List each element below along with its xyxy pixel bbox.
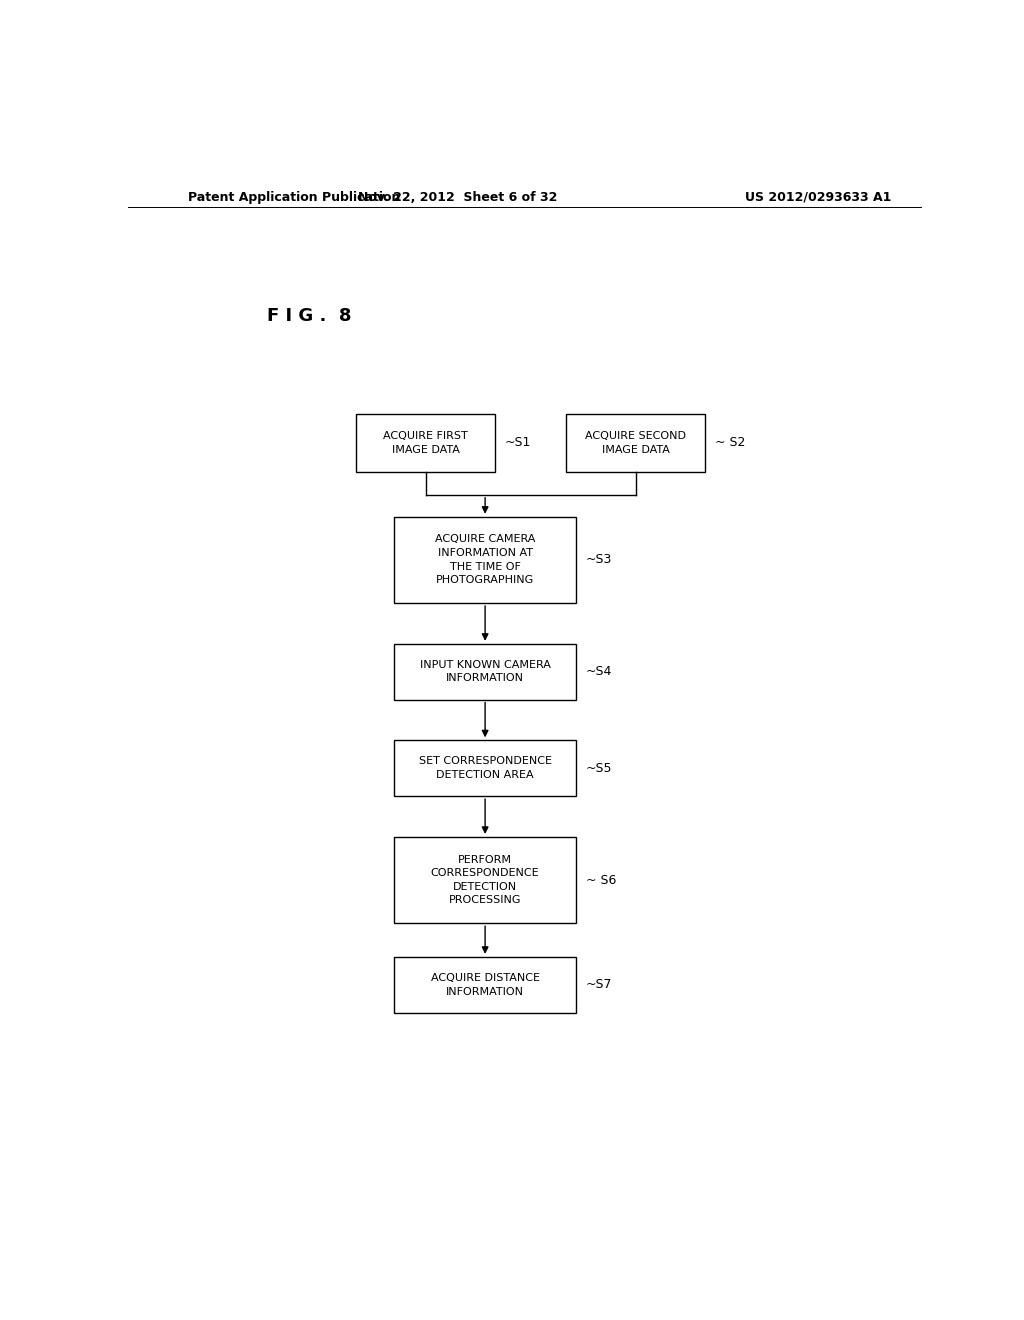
Text: ~ S6: ~ S6 [586,874,616,887]
Text: ~S7: ~S7 [586,978,612,991]
Bar [394,644,577,700]
Text: F I G .  8: F I G . 8 [267,308,351,325]
Text: INPUT KNOWN CAMERA
INFORMATION: INPUT KNOWN CAMERA INFORMATION [420,660,551,684]
Bar [566,413,706,473]
Text: ACQUIRE SECOND
IMAGE DATA: ACQUIRE SECOND IMAGE DATA [586,432,686,455]
Text: ACQUIRE CAMERA
INFORMATION AT
THE TIME OF
PHOTOGRAPHING: ACQUIRE CAMERA INFORMATION AT THE TIME O… [435,535,536,585]
Text: ~S4: ~S4 [586,665,612,678]
Text: Nov. 22, 2012  Sheet 6 of 32: Nov. 22, 2012 Sheet 6 of 32 [357,190,557,203]
Text: ~S1: ~S1 [505,437,530,450]
Text: Patent Application Publication: Patent Application Publication [187,190,400,203]
Text: ~ S2: ~ S2 [715,437,745,450]
Bar [394,741,577,796]
Text: ACQUIRE FIRST
IMAGE DATA: ACQUIRE FIRST IMAGE DATA [383,432,468,455]
Text: US 2012/0293633 A1: US 2012/0293633 A1 [745,190,892,203]
Text: SET CORRESPONDENCE
DETECTION AREA: SET CORRESPONDENCE DETECTION AREA [419,756,552,780]
Text: ACQUIRE DISTANCE
INFORMATION: ACQUIRE DISTANCE INFORMATION [431,973,540,997]
Text: PERFORM
CORRESPONDENCE
DETECTION
PROCESSING: PERFORM CORRESPONDENCE DETECTION PROCESS… [431,854,540,906]
Bar [394,837,577,923]
Bar [356,413,495,473]
Bar [394,957,577,1012]
Bar [394,516,577,603]
Text: ~S3: ~S3 [586,553,612,566]
Text: ~S5: ~S5 [586,762,612,775]
